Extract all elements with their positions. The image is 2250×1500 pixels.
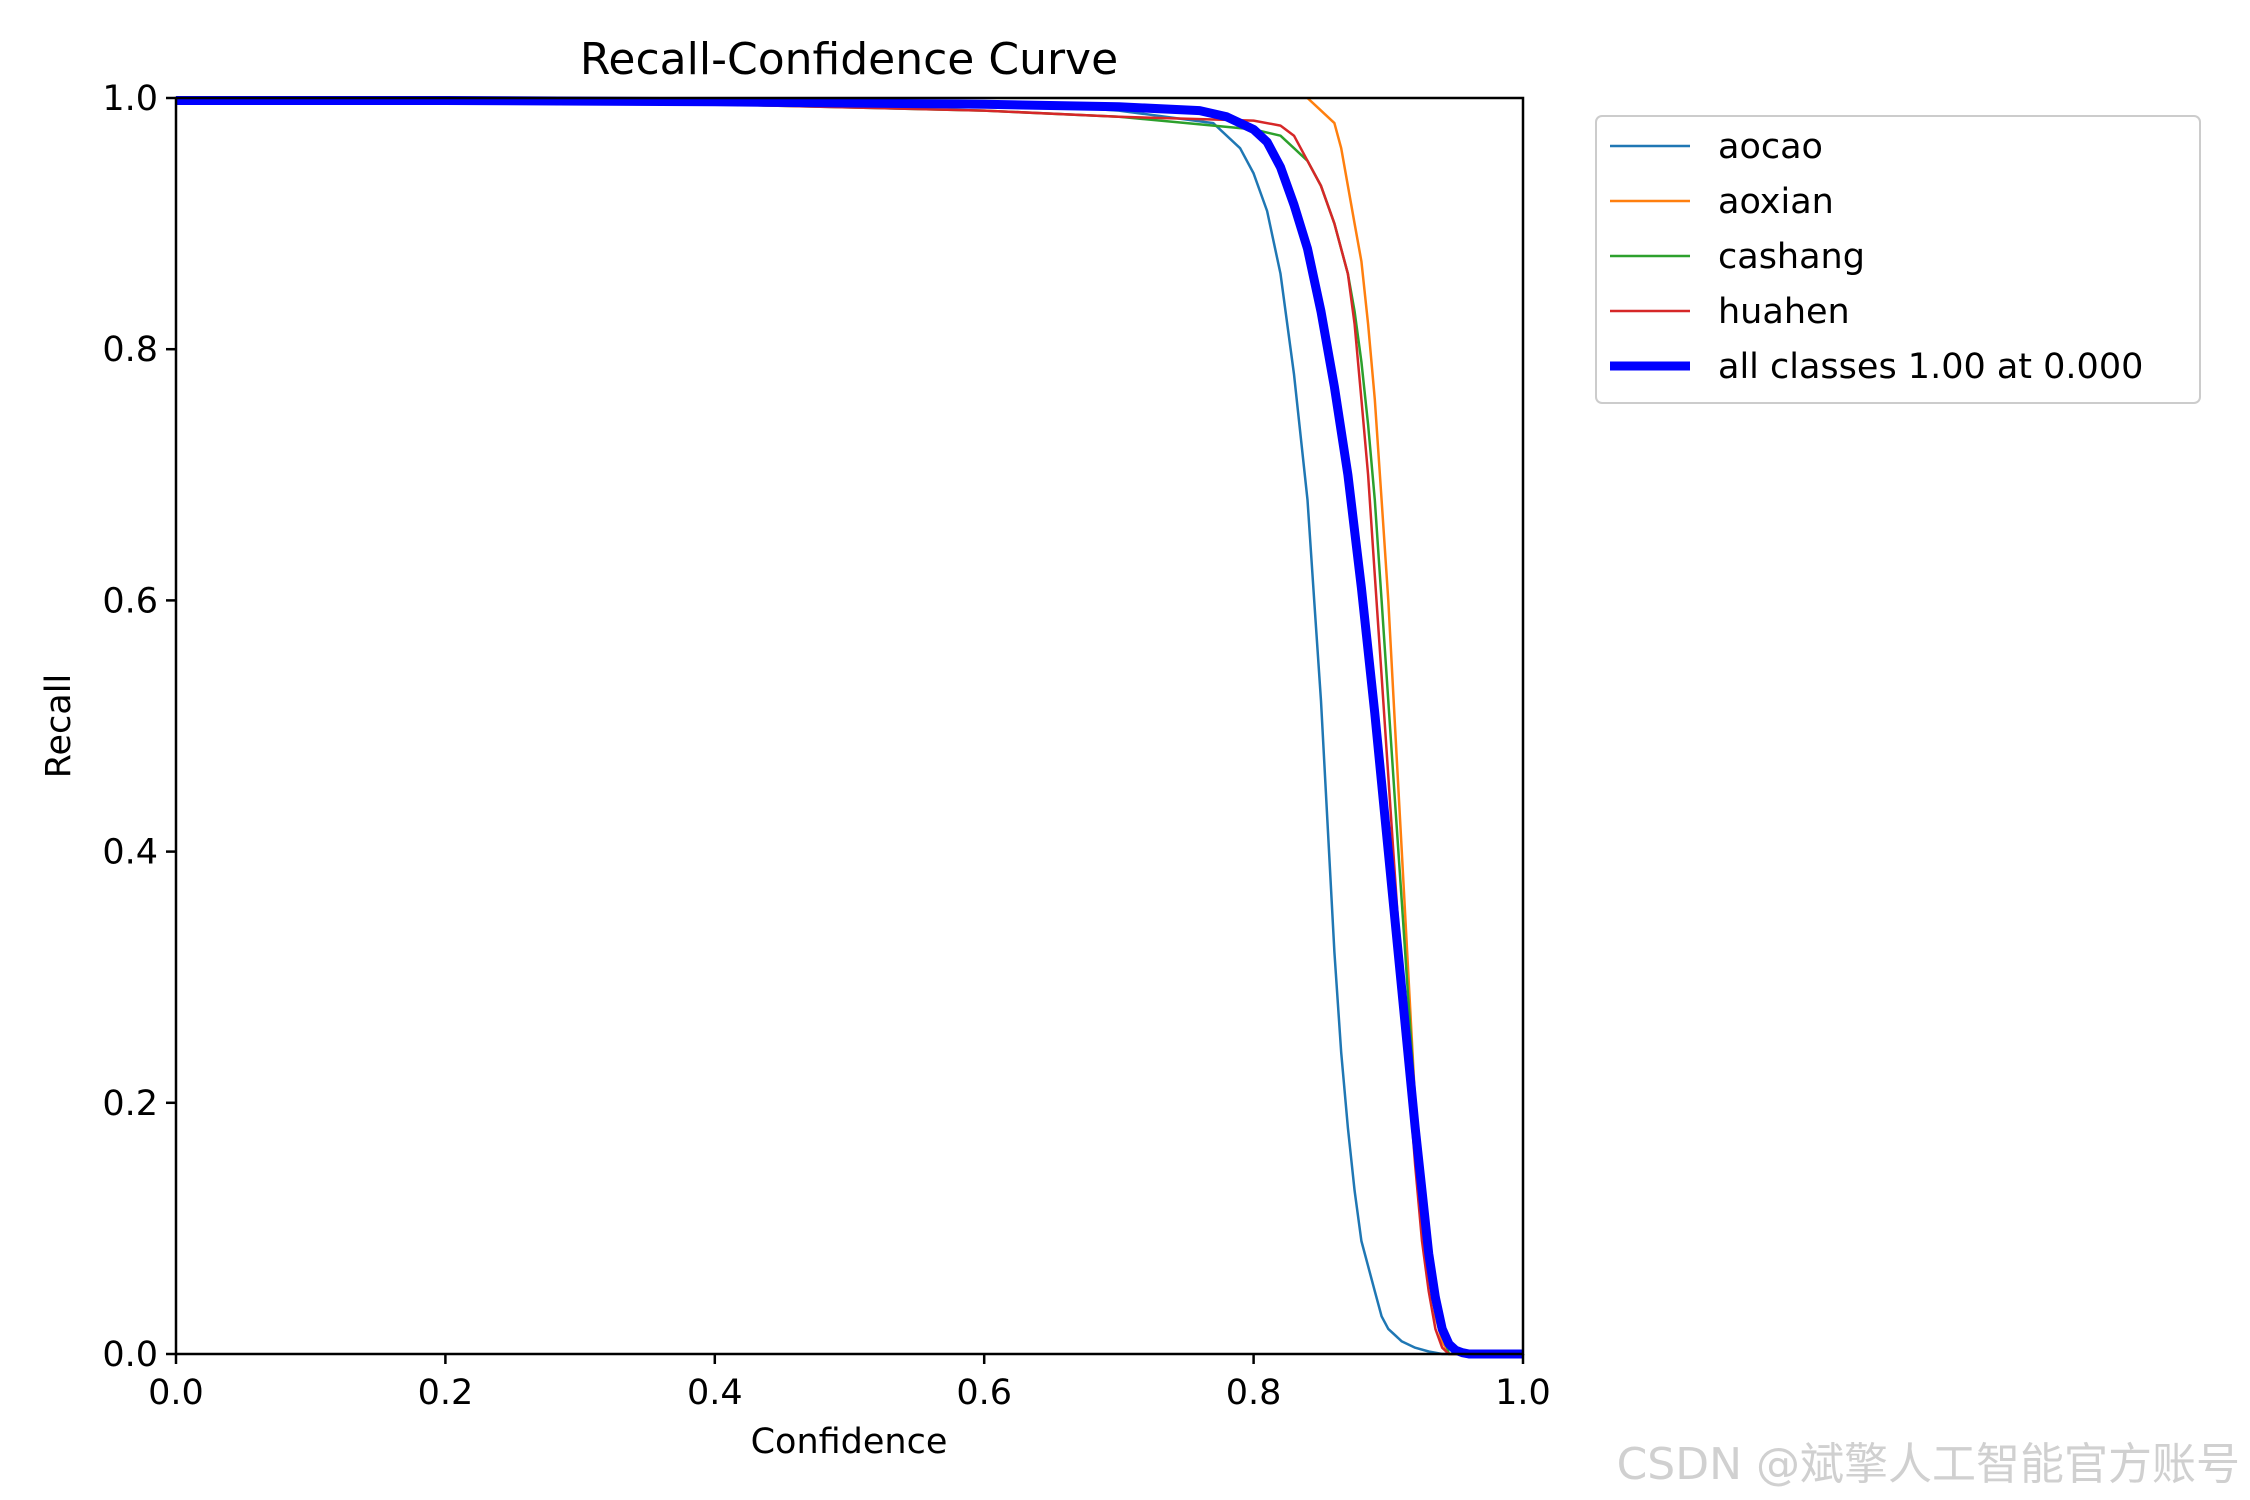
series-line-3 — [175, 100, 1523, 1356]
series-line-0 — [176, 96, 1523, 1356]
y-tick-label: 0.0 — [102, 1335, 158, 1375]
x-tick-label: 0.0 — [148, 1373, 204, 1413]
x-tick-label: 0.8 — [1226, 1373, 1282, 1413]
y-tick-label: 1.0 — [102, 79, 158, 119]
legend-label-4: all classes 1.00 at 0.000 — [1718, 347, 2143, 387]
y-axis-label: Recall — [39, 674, 79, 778]
x-tick-label: 0.2 — [418, 1373, 474, 1413]
y-tick-label: 0.8 — [102, 330, 158, 370]
legend: aocao aoxian cashang huahen all classes 1.00… — [1595, 115, 2201, 404]
plot-frame — [174, 96, 1525, 1356]
legend-box — [1595, 115, 2201, 404]
legend-label-2: cashang — [1718, 237, 1865, 277]
legend-label-3: huahen — [1718, 292, 1850, 332]
chart-title: Recall-Confidence Curve — [580, 34, 1118, 85]
x-tick-label: 1.0 — [1495, 1373, 1551, 1413]
series-line-4 — [176, 96, 1523, 1359]
legend-label-1: aoxian — [1718, 182, 1834, 222]
y-axis-ticks: 0.0 0.2 0.4 0.6 0.8 1.0 — [102, 79, 176, 1375]
x-tick-label: 0.4 — [687, 1373, 743, 1413]
plot-lines — [175, 96, 1523, 1359]
x-axis-ticks: 0.0 0.2 0.4 0.6 0.8 1.0 — [148, 1354, 1551, 1413]
x-tick-label: 0.6 — [956, 1373, 1012, 1413]
y-tick-label: 0.2 — [102, 1084, 158, 1124]
x-axis-label: Confidence — [751, 1422, 948, 1462]
y-tick-label: 0.4 — [102, 833, 158, 873]
watermark: CSDN @斌擎人工智能官方账号 — [1616, 1439, 2240, 1490]
legend-label-0: aocao — [1718, 127, 1823, 167]
y-tick-label: 0.6 — [102, 581, 158, 621]
